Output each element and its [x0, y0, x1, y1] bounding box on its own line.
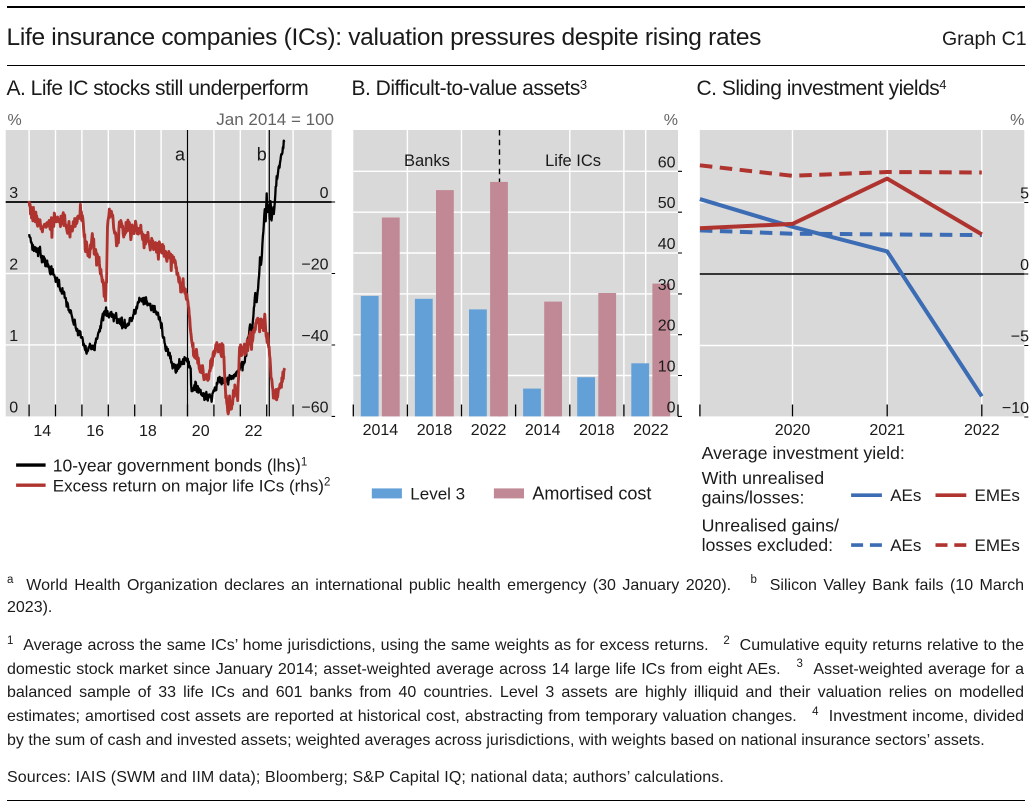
svg-text:2020: 2020 — [775, 422, 811, 439]
svg-text:2014: 2014 — [525, 422, 561, 439]
svg-text:10-year government bonds (lhs): 10-year government bonds (lhs)1 — [53, 455, 307, 475]
svg-text:%: % — [664, 112, 678, 129]
svg-text:22: 22 — [245, 423, 263, 440]
svg-text:−20: −20 — [301, 257, 328, 274]
svg-text:2: 2 — [9, 257, 18, 274]
svg-text:2018: 2018 — [579, 422, 615, 439]
svg-text:Amortised cost: Amortised cost — [532, 484, 651, 504]
svg-text:Jan 2014 = 100: Jan 2014 = 100 — [216, 110, 334, 129]
svg-text:b: b — [257, 145, 267, 165]
svg-text:2018: 2018 — [417, 422, 453, 439]
svg-text:losses excluded:: losses excluded: — [702, 535, 833, 555]
svg-text:2022: 2022 — [964, 422, 1000, 439]
svg-text:EMEs: EMEs — [975, 536, 1020, 555]
svg-text:Excess return on major life IC: Excess return on major life ICs (rhs)2 — [53, 476, 331, 495]
svg-text:−10: −10 — [1002, 400, 1029, 417]
svg-text:10: 10 — [658, 359, 676, 376]
svg-text:2014: 2014 — [363, 422, 399, 439]
svg-text:EMEs: EMEs — [975, 486, 1020, 505]
svg-text:50: 50 — [658, 195, 676, 212]
svg-text:0: 0 — [320, 185, 329, 202]
svg-text:%: % — [8, 112, 22, 129]
svg-text:Average investment yield:: Average investment yield: — [702, 443, 905, 463]
svg-text:AEs: AEs — [890, 486, 921, 505]
svg-text:0: 0 — [667, 399, 676, 416]
svg-text:40: 40 — [658, 236, 676, 253]
svg-text:a: a — [175, 145, 186, 165]
svg-text:−5: −5 — [1011, 329, 1029, 346]
svg-text:%: % — [1010, 112, 1024, 129]
svg-text:16: 16 — [86, 423, 104, 440]
svg-text:AEs: AEs — [890, 536, 921, 555]
svg-text:0: 0 — [9, 399, 18, 416]
svg-text:2022: 2022 — [471, 422, 507, 439]
svg-text:18: 18 — [139, 423, 157, 440]
svg-text:Level 3: Level 3 — [410, 485, 465, 504]
svg-text:1: 1 — [9, 328, 18, 345]
svg-text:−40: −40 — [301, 328, 328, 345]
svg-text:30: 30 — [658, 277, 676, 294]
svg-text:Banks: Banks — [404, 152, 450, 170]
svg-text:0: 0 — [1020, 257, 1029, 274]
svg-text:−60: −60 — [301, 399, 328, 416]
svg-text:14: 14 — [33, 423, 51, 440]
svg-text:With unrealised: With unrealised — [702, 468, 825, 488]
svg-text:2021: 2021 — [869, 422, 905, 439]
svg-text:5: 5 — [1020, 186, 1029, 203]
svg-text:Life ICs: Life ICs — [545, 152, 601, 170]
svg-text:20: 20 — [192, 423, 210, 440]
svg-text:3: 3 — [9, 185, 18, 202]
svg-text:60: 60 — [658, 154, 676, 171]
svg-text:20: 20 — [658, 318, 676, 335]
svg-text:2022: 2022 — [633, 422, 669, 439]
svg-text:Unrealised gains/: Unrealised gains/ — [702, 516, 839, 536]
svg-text:gains/losses:: gains/losses: — [702, 488, 805, 508]
